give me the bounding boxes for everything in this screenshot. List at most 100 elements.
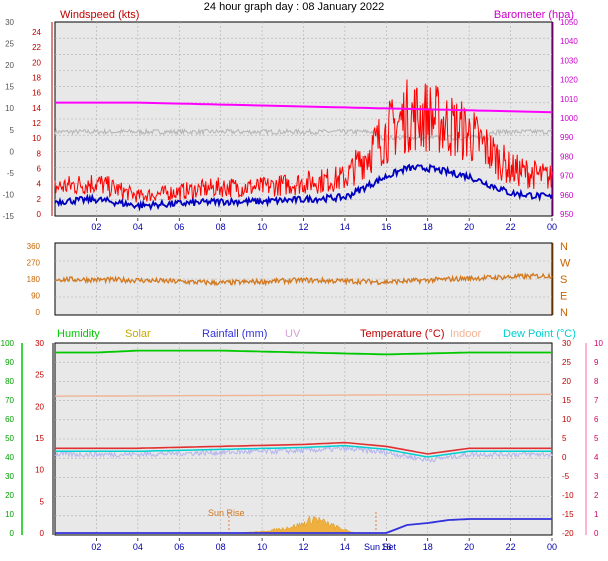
compass-tick: E	[560, 291, 567, 303]
time-tick-label: 08	[216, 222, 226, 232]
humidity-tick: 80	[5, 377, 14, 386]
uv-tick: 7	[594, 396, 599, 405]
humidity-tick: 70	[5, 396, 14, 405]
solar-area	[231, 514, 356, 534]
wind-inner-tick: 10	[32, 134, 41, 143]
time-tick-label: 18	[423, 222, 433, 232]
wind-gust-line	[54, 79, 553, 203]
uv-tick: 6	[594, 415, 599, 424]
baro-tick: 1020	[560, 76, 578, 85]
time-tick-label: 14	[340, 222, 350, 232]
wind-outer-tick: -5	[7, 169, 15, 178]
time-tick-label: 08	[216, 542, 226, 552]
wind-inner-tick: 14	[32, 104, 41, 113]
compass-tick: S	[560, 274, 567, 286]
time-tick-label: 22	[506, 542, 516, 552]
temp-left-tick: 25	[35, 371, 44, 380]
temp-left-tick: 20	[35, 402, 44, 411]
wind-inner-tick: 16	[32, 89, 41, 98]
temp-right-tick: 15	[562, 396, 571, 405]
temperature-panel: Humidity Solar Rainfall (mm) UV Temperature …	[1, 328, 604, 552]
baro-tick: 1040	[560, 37, 578, 46]
temp-right-tick: 20	[562, 377, 571, 386]
compass-tick: N	[560, 307, 568, 319]
direction-line	[54, 272, 553, 287]
time-tick-label: 20	[464, 542, 474, 552]
baro-tick: 980	[560, 152, 574, 161]
wind-avg-line	[54, 163, 553, 212]
uv-tick: 8	[594, 377, 599, 386]
temp-right-tick: 30	[562, 339, 571, 348]
time-tick-label: 10	[257, 542, 267, 552]
time-tick-label: 06	[174, 222, 184, 232]
temp-left-tick: 5	[40, 497, 45, 506]
wind-inner-tick: 6	[37, 165, 42, 174]
direction-tick: 180	[27, 275, 41, 284]
temp-right-tick: 0	[562, 453, 567, 462]
legend-item: Rainfall (mm)	[202, 328, 267, 340]
uv-tick: 10	[594, 339, 603, 348]
temp-right-tick: -20	[562, 529, 574, 538]
wind-inner-tick: 12	[32, 119, 41, 128]
baro-tick: 950	[560, 210, 574, 219]
time-tick-label: 02	[91, 222, 101, 232]
wind-outer-tick: -10	[2, 190, 14, 199]
wind-inner-tick: 20	[32, 58, 41, 67]
uv-line	[54, 445, 553, 464]
humidity-tick: 50	[5, 434, 14, 443]
time-tick-label: 04	[133, 222, 143, 232]
compass-tick: N	[560, 241, 568, 253]
wind-outer-tick: 20	[5, 61, 14, 70]
time-tick-label: 16	[381, 222, 391, 232]
baro-tick: 1010	[560, 95, 578, 104]
wind-outer-tick: 10	[5, 104, 14, 113]
humidity-tick: 0	[10, 529, 15, 538]
wind-inner-tick: 0	[37, 210, 42, 219]
direction-tick: 270	[27, 259, 41, 268]
temperature-line	[55, 441, 552, 455]
baro-line	[55, 101, 553, 114]
time-tick-label: 02	[91, 542, 101, 552]
temp-right-tick: 10	[562, 415, 571, 424]
direction-tick: 90	[31, 292, 40, 301]
wind-inner-tick: 18	[32, 74, 41, 83]
direction-series	[54, 272, 553, 287]
baro-tick: 1000	[560, 114, 578, 123]
grey-trace	[54, 127, 553, 142]
wind-axis-label: Windspeed (kts)	[60, 9, 139, 21]
time-tick-label: 00	[547, 542, 557, 552]
temp-left-tick: 30	[35, 339, 44, 348]
rainfall-line	[55, 518, 552, 534]
direction-tick: 0	[36, 308, 41, 317]
baro-right-ticks: 1050 1040 1030 1020 1010 1000 990 980 970 960 950	[552, 18, 578, 219]
time-tick-label: 10	[257, 222, 267, 232]
temperature-time-ticks: 02 04 06 08 10 12 14 16 18 20 22 00	[91, 538, 557, 552]
wind-inner-tick: 22	[32, 43, 41, 52]
uv-tick: 9	[594, 358, 599, 367]
wind-inner-tick: 24	[32, 28, 41, 37]
humidity-tick: 90	[5, 358, 14, 367]
temp-left-tick: 15	[35, 434, 44, 443]
temperature-grid	[55, 343, 552, 535]
direction-tick: 360	[27, 242, 41, 251]
wind-time-ticks: 02 04 06 08 10 12 14 16 18 20 22 00	[91, 218, 557, 232]
sun-set-label: Sun Set	[364, 542, 397, 552]
baro-tick: 990	[560, 133, 574, 142]
wind-baro-panel: Windspeed (kts) Barometer (hpa) 30252015…	[2, 9, 578, 232]
time-tick-label: 12	[298, 542, 308, 552]
wind-left-outer-ticks: 30 25 20 15 10 5 0 -5 -10 -15	[2, 18, 14, 221]
humidity-line	[55, 349, 552, 356]
time-tick-label: 06	[174, 542, 184, 552]
legend-item: Indoor	[450, 328, 482, 340]
legend-item: Humidity	[57, 328, 100, 340]
baro-axis-label: Barometer (hpa)	[494, 9, 574, 21]
humidity-tick: 40	[5, 453, 14, 462]
wind-outer-tick: 5	[10, 126, 15, 135]
temp-right-tick: 25	[562, 358, 571, 367]
wind-outer-tick: 15	[5, 83, 14, 92]
humidity-tick: 10	[5, 510, 14, 519]
wind-inner-tick: 4	[37, 180, 42, 189]
